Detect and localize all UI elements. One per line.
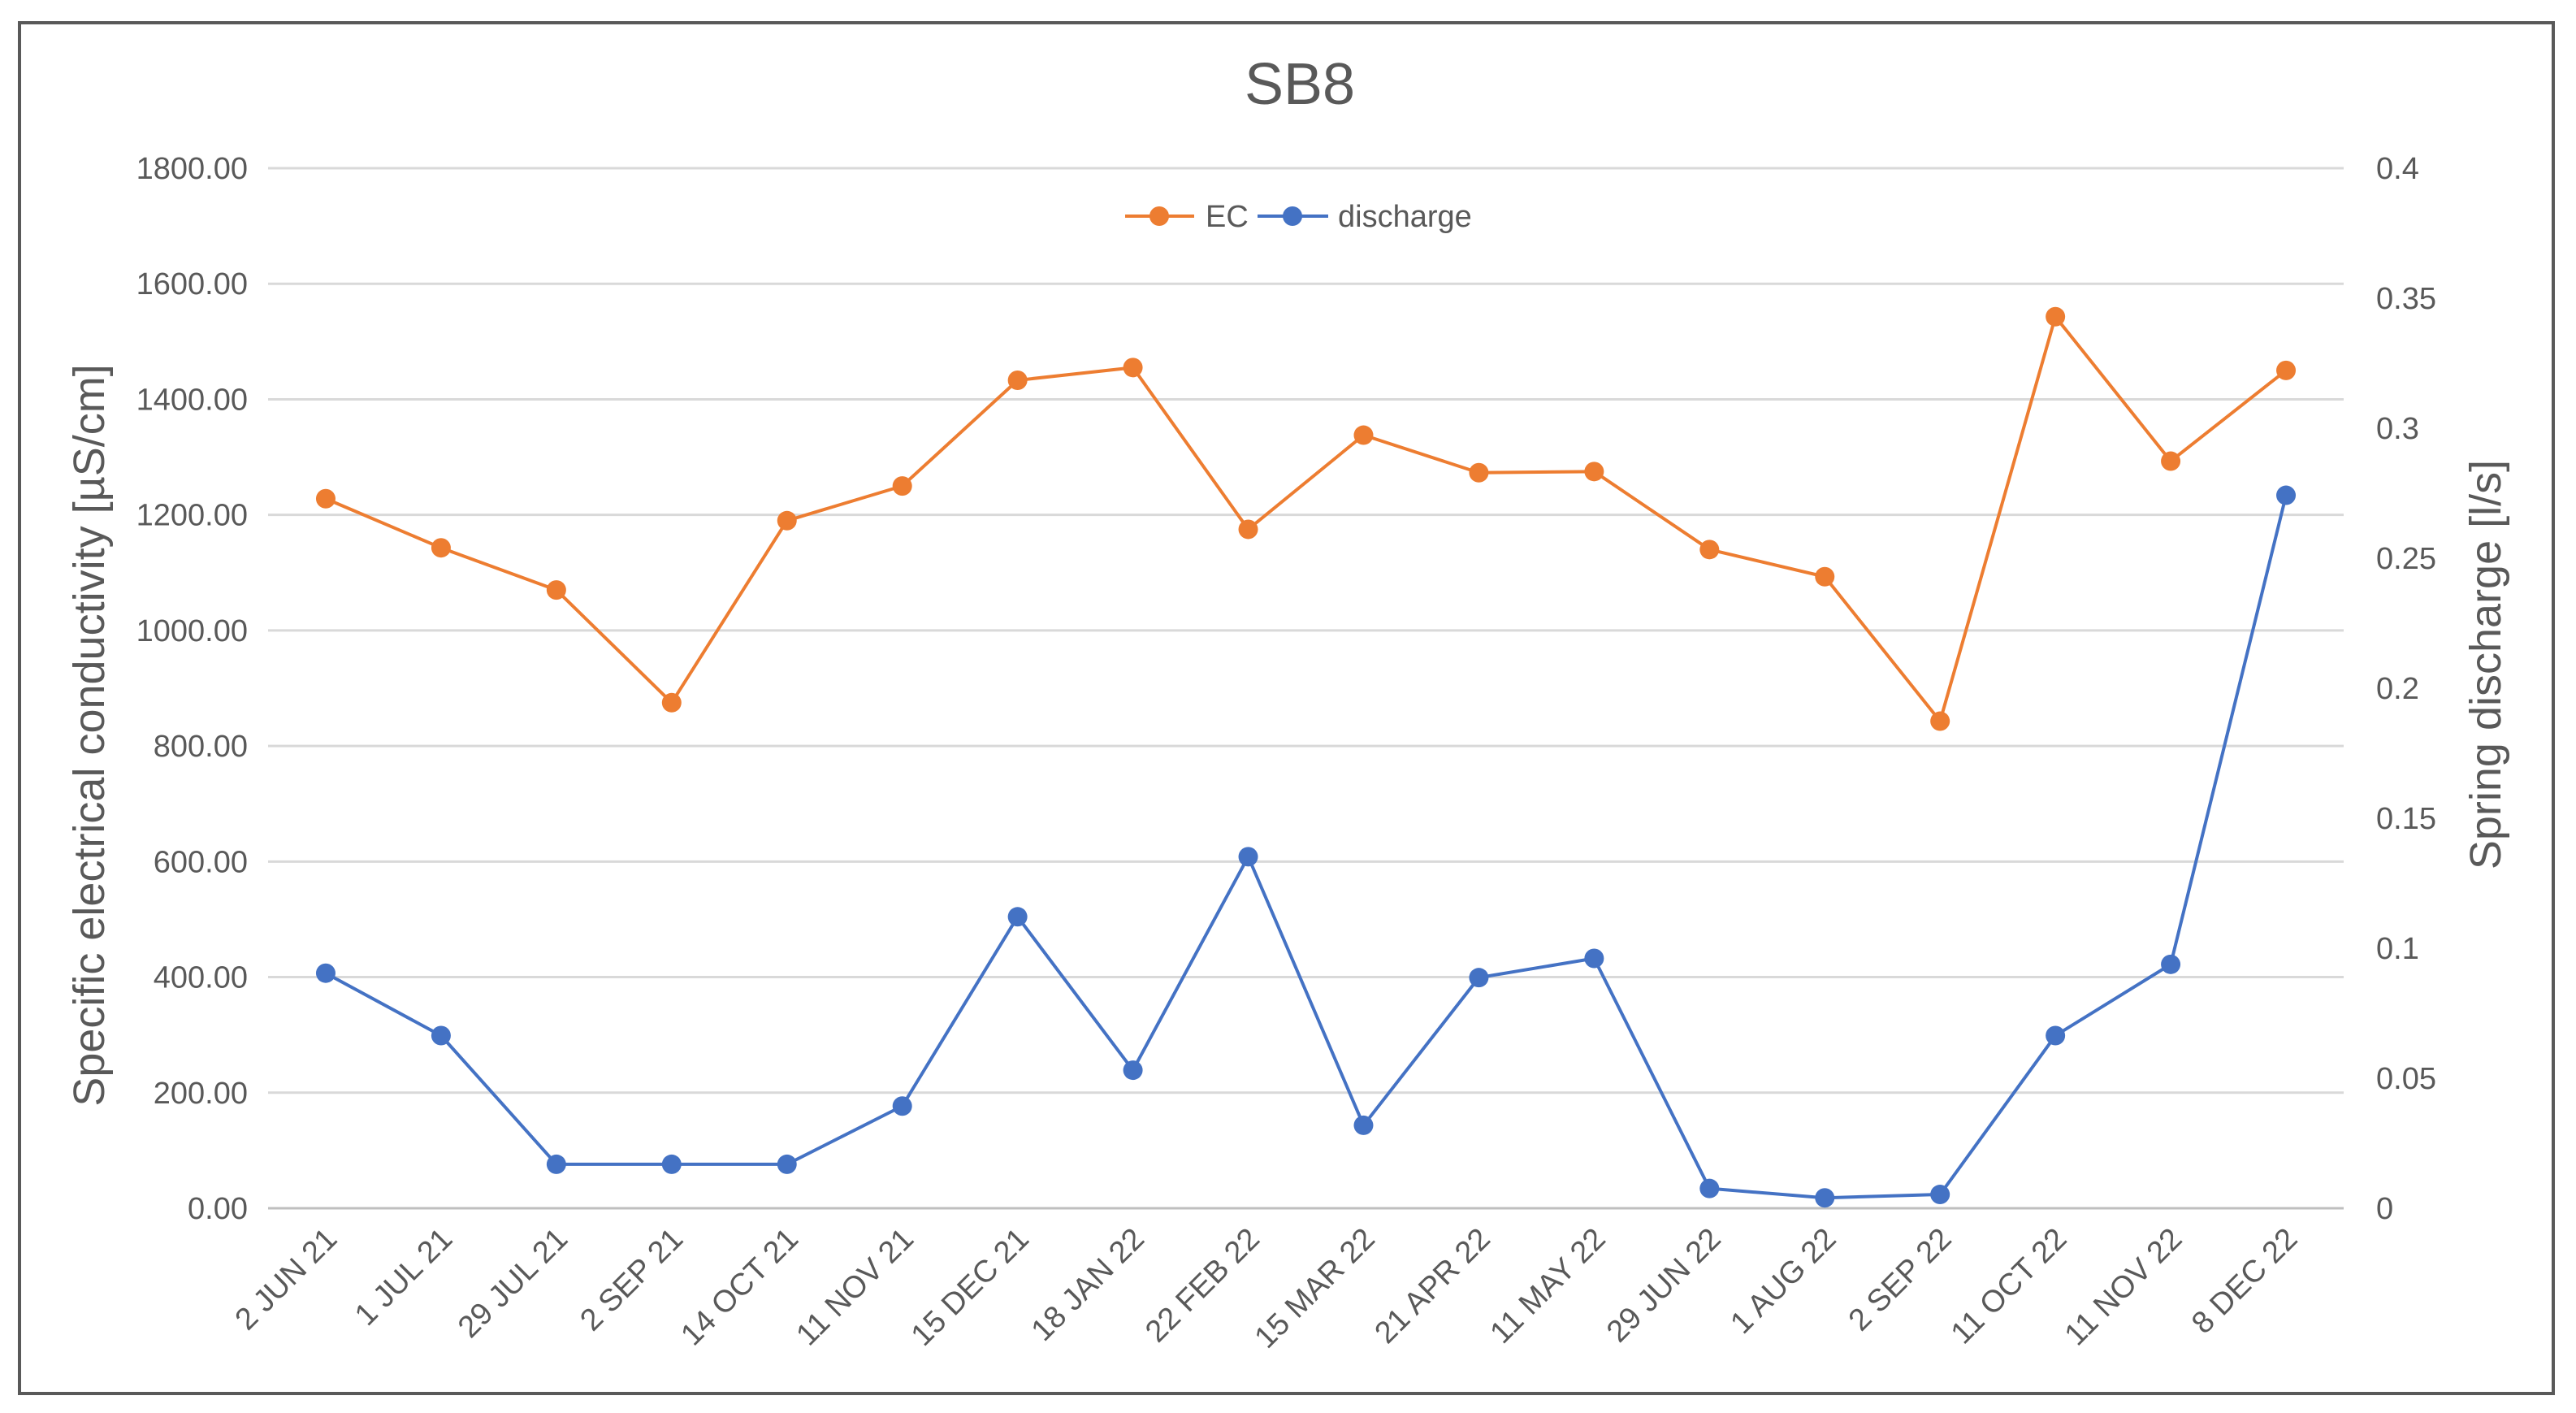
data-point-ec bbox=[1007, 370, 1028, 390]
data-point-ec bbox=[1930, 711, 1950, 731]
data-point-discharge bbox=[546, 1154, 566, 1174]
data-point-discharge bbox=[1584, 948, 1604, 969]
data-point-ec bbox=[1699, 540, 1720, 560]
data-point-ec bbox=[1815, 566, 1835, 587]
legend-ec-label: EC bbox=[1206, 200, 1249, 234]
x-tick-label: 22 FEB 22 bbox=[1139, 1222, 1266, 1350]
x-tick-label: 1 JUL 21 bbox=[349, 1222, 459, 1333]
y-tick-label: 1400.00 bbox=[136, 383, 248, 417]
x-tick-label: 15 MAR 22 bbox=[1249, 1222, 1382, 1355]
y-tick-label: 0.00 bbox=[188, 1192, 248, 1226]
x-tick-label: 29 JUN 22 bbox=[1600, 1222, 1728, 1350]
legend-ec-marker bbox=[1149, 206, 1169, 226]
data-point-discharge bbox=[661, 1154, 682, 1174]
y2-axis-title: Spring discharge [l/s] bbox=[2461, 460, 2510, 869]
chart-frame bbox=[18, 21, 2555, 1395]
data-point-discharge bbox=[431, 1025, 451, 1046]
x-tick-label: 2 SEP 21 bbox=[574, 1222, 690, 1338]
data-point-discharge bbox=[315, 963, 336, 983]
x-tick-label: 11 NOV 21 bbox=[790, 1222, 920, 1353]
data-point-ec bbox=[1469, 462, 1489, 483]
y2-tick-label: 0.1 bbox=[2376, 932, 2419, 966]
data-point-discharge bbox=[1815, 1188, 1835, 1208]
data-point-discharge bbox=[2161, 954, 2181, 974]
y2-tick-label: 0.05 bbox=[2376, 1062, 2436, 1096]
y-tick-label: 200.00 bbox=[154, 1077, 248, 1111]
data-point-ec bbox=[1353, 425, 1374, 445]
data-point-discharge bbox=[2276, 485, 2297, 505]
data-point-discharge bbox=[1238, 847, 1258, 867]
x-tick-label: 2 JUN 21 bbox=[229, 1222, 344, 1337]
data-point-ec bbox=[777, 510, 797, 531]
y2-tick-label: 0 bbox=[2376, 1192, 2393, 1226]
data-point-discharge bbox=[1469, 968, 1489, 988]
x-tick-label: 21 APR 22 bbox=[1369, 1222, 1497, 1350]
y2-tick-label: 0.2 bbox=[2376, 672, 2419, 706]
data-point-discharge bbox=[1007, 907, 1028, 927]
y-tick-label: 400.00 bbox=[154, 961, 248, 995]
y-axis-title: Specific electrical conductivity [µS/cm] bbox=[65, 364, 114, 1106]
series-ec bbox=[315, 306, 2297, 731]
series-line-discharge bbox=[325, 495, 2288, 1200]
legend-discharge-label: discharge bbox=[1338, 200, 1472, 234]
y2-tick-label: 0.35 bbox=[2376, 282, 2436, 316]
data-point-discharge bbox=[892, 1096, 912, 1116]
data-point-ec bbox=[546, 580, 566, 600]
data-point-ec bbox=[1238, 519, 1258, 540]
series-layer bbox=[315, 306, 2297, 1208]
x-tick-label: 11 MAY 22 bbox=[1484, 1222, 1613, 1350]
x-tick-label: 1 AUG 22 bbox=[1724, 1222, 1842, 1341]
legend-discharge-marker bbox=[1283, 206, 1302, 226]
legend: EC discharge bbox=[1125, 200, 1472, 234]
x-tick-label: 2 SEP 22 bbox=[1842, 1222, 1959, 1338]
axes: 0.00 200.00 400.00 600.00 800.00 1000.00 1200.… bbox=[136, 152, 2436, 1355]
y-tick-label: 1600.00 bbox=[136, 267, 248, 301]
x-tick-label: 18 JAN 22 bbox=[1025, 1222, 1151, 1348]
data-point-ec bbox=[315, 488, 336, 509]
data-point-ec bbox=[1123, 358, 1143, 378]
y-tick-label: 1800.00 bbox=[136, 152, 248, 186]
data-point-ec bbox=[1584, 462, 1604, 482]
gridlines bbox=[268, 167, 2344, 1210]
y-tick-label: 600.00 bbox=[154, 845, 248, 879]
data-point-discharge bbox=[1123, 1060, 1143, 1081]
x-tick-label: 29 JUL 21 bbox=[452, 1222, 574, 1345]
data-point-ec bbox=[661, 692, 682, 713]
data-point-discharge bbox=[1930, 1185, 1950, 1205]
data-point-discharge bbox=[1699, 1178, 1720, 1198]
series-line-ec bbox=[325, 314, 2288, 723]
y-tick-label: 1000.00 bbox=[136, 614, 248, 648]
x-tick-label: 8 DEC 22 bbox=[2185, 1222, 2304, 1341]
series-discharge bbox=[315, 485, 2297, 1208]
data-point-discharge bbox=[777, 1154, 797, 1174]
x-tick-label: 11 NOV 22 bbox=[2059, 1222, 2189, 1353]
data-point-ec bbox=[2276, 360, 2297, 380]
x-tick-label: 14 OCT 21 bbox=[674, 1222, 805, 1353]
y2-tick-label: 0.25 bbox=[2376, 542, 2436, 576]
x-tick-label: 15 DEC 21 bbox=[905, 1222, 1036, 1353]
data-point-ec bbox=[892, 476, 912, 496]
data-point-discharge bbox=[2046, 1025, 2066, 1046]
data-point-ec bbox=[2046, 306, 2066, 327]
y2-tick-label: 0.15 bbox=[2376, 802, 2436, 836]
y-tick-label: 1200.00 bbox=[136, 499, 248, 533]
chart-title: SB8 bbox=[1245, 52, 1355, 117]
y2-tick-label: 0.4 bbox=[2376, 152, 2419, 186]
data-point-ec bbox=[2161, 451, 2181, 471]
data-point-ec bbox=[431, 538, 451, 558]
x-tick-label: 11 OCT 22 bbox=[1945, 1222, 2074, 1351]
y-tick-label: 800.00 bbox=[154, 730, 248, 764]
y2-tick-label: 0.3 bbox=[2376, 412, 2419, 446]
data-point-discharge bbox=[1353, 1115, 1374, 1135]
